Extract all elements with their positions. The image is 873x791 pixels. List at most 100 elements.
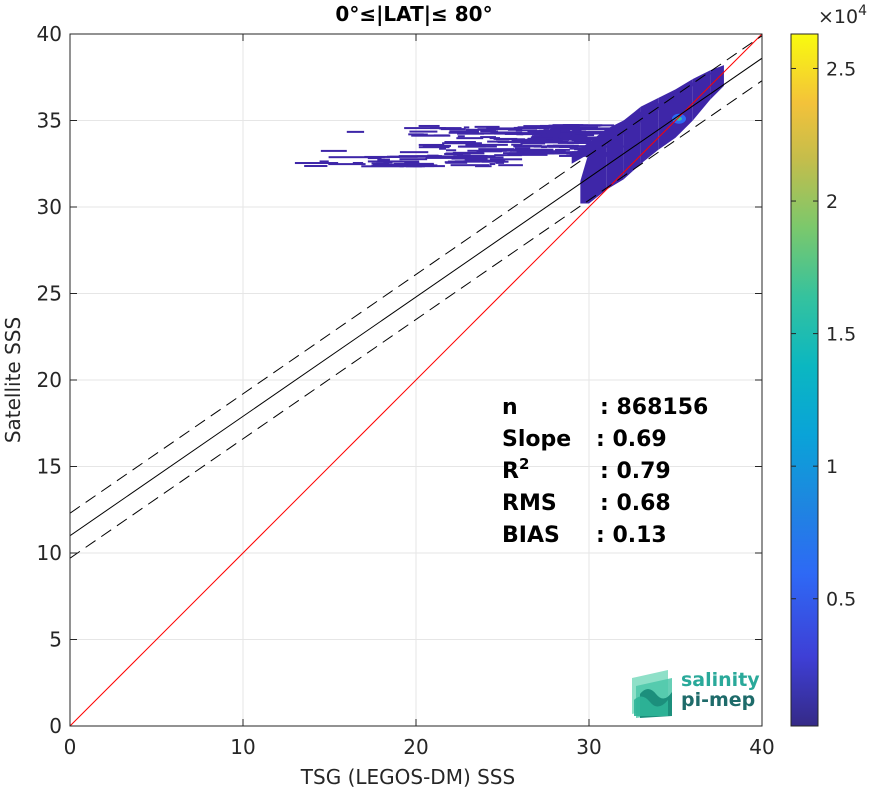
density-streak: [464, 158, 488, 161]
fit-lines: [70, 34, 762, 726]
density-streak: [497, 140, 539, 143]
density-streak: [422, 145, 449, 148]
density-core: [589, 137, 607, 204]
colorbar-ticks: 0.5 1 1.5 2 2.5: [791, 58, 856, 611]
density-streak: [433, 134, 450, 137]
density-streak: [559, 154, 576, 157]
density-streak: [444, 153, 463, 156]
stat-label: Slope: [502, 427, 571, 452]
density-streak: [489, 163, 496, 166]
density-streak: [514, 147, 531, 150]
stat-label: BIAS: [502, 523, 560, 548]
density-streak: [444, 161, 452, 164]
density-streak: [452, 151, 484, 154]
y-tick-label: 0: [49, 714, 62, 738]
density-streak: [462, 154, 471, 157]
colorbar: 0.5 1 1.5 2 2.5 ×104: [790, 3, 867, 727]
density-streak: [438, 127, 455, 130]
density-streak: [523, 153, 534, 156]
density-streak: [489, 158, 523, 161]
density-streak: [560, 138, 600, 141]
density-streak: [439, 156, 455, 159]
density-streak: [522, 139, 547, 142]
density-streak: [411, 134, 451, 137]
density-streak: [557, 141, 589, 144]
stat-value: : 0.79: [600, 459, 671, 484]
density-streak: [371, 164, 385, 167]
density-streak: [449, 130, 479, 133]
line-identity: [70, 34, 762, 726]
y-tick-label: 20: [37, 368, 62, 392]
density-streak: [492, 131, 518, 134]
colorbar-tick-label: 2.5: [826, 58, 856, 80]
density-streak: [486, 127, 522, 130]
density-streak: [450, 164, 490, 167]
density-streak: [578, 139, 592, 142]
density-streak: [474, 125, 500, 128]
density-streak: [562, 124, 580, 127]
density-streak: [510, 149, 520, 152]
salinity-logo: salinity pi-mep: [632, 669, 760, 718]
density-streak: [393, 162, 434, 165]
density-streak: [445, 161, 468, 164]
x-tick-label: 30: [576, 735, 601, 759]
stat-value: : 0.69: [596, 427, 667, 452]
density-streak: [418, 143, 445, 146]
x-axis-ticks: 0 10 20 30 40: [64, 34, 775, 759]
density-streak: [512, 148, 554, 151]
density-streak: [418, 124, 440, 127]
density-streak: [533, 126, 561, 129]
density-streak: [459, 145, 486, 148]
density-streak: [511, 139, 534, 142]
colorbar-gradient: [790, 33, 819, 727]
density-streak: [533, 133, 576, 136]
density-streak: [377, 158, 390, 161]
density-streak: [552, 152, 560, 155]
stat-label: n: [502, 395, 518, 420]
stat-value: : 0.13: [596, 523, 667, 548]
density-streak: [442, 142, 482, 145]
density-streak: [457, 132, 484, 135]
density-streak: [328, 156, 371, 159]
density-streak: [487, 140, 510, 143]
density-streak: [571, 127, 611, 130]
logo-waves-icon: [632, 670, 672, 718]
density-streak: [399, 158, 428, 161]
density-streak: [480, 130, 493, 133]
density-cloud: [294, 65, 724, 204]
x-tick-label: 0: [64, 735, 77, 759]
density-streak: [371, 162, 390, 165]
density-streak: [516, 150, 554, 153]
density-streak: [523, 152, 560, 155]
density-streak: [494, 154, 522, 157]
density-streak: [376, 160, 420, 163]
line-regression: [70, 57, 762, 537]
density-streak: [495, 161, 505, 164]
chart-title: 0°≤|LAT|≤ 80°: [335, 2, 492, 26]
density-streak: [404, 127, 446, 130]
density-streak: [320, 149, 347, 152]
y-tick-label: 35: [37, 109, 62, 133]
density-streak: [319, 160, 329, 163]
density-streak: [577, 124, 615, 127]
density-streak: [472, 132, 500, 135]
y-tick-label: 40: [37, 22, 62, 46]
density-streak: [556, 148, 563, 151]
y-axis-label: Satellite SSS: [1, 317, 25, 443]
density-streak: [498, 164, 523, 167]
colorbar-tick-label: 2: [826, 191, 838, 213]
density-streak: [372, 163, 408, 166]
density-streak: [475, 165, 492, 168]
x-axis-label: TSG (LEGOS-DM) SSS: [300, 765, 515, 789]
density-streak: [460, 156, 485, 159]
density-streak: [511, 143, 523, 146]
density-streak: [489, 137, 500, 140]
density-streak: [513, 145, 550, 148]
density-streak: [453, 155, 496, 158]
density-streak: [573, 140, 591, 143]
y-tick-label: 5: [49, 628, 62, 652]
line-regression-plus: [70, 35, 762, 514]
density-streak: [456, 137, 484, 140]
